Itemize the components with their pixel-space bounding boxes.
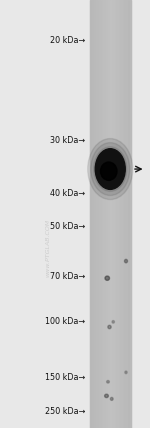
Bar — [118, 0, 120, 428]
Ellipse shape — [88, 139, 133, 199]
Bar — [116, 0, 117, 428]
Ellipse shape — [110, 397, 113, 401]
Text: 40 kDa→: 40 kDa→ — [50, 189, 86, 198]
Bar — [90, 0, 91, 428]
Bar — [103, 0, 105, 428]
Bar — [113, 0, 114, 428]
Bar — [129, 0, 130, 428]
Bar — [117, 0, 118, 428]
Bar — [125, 0, 126, 428]
Bar — [102, 0, 103, 428]
Text: 50 kDa→: 50 kDa→ — [50, 222, 86, 232]
Ellipse shape — [95, 149, 125, 190]
Ellipse shape — [107, 380, 109, 383]
Bar — [108, 0, 109, 428]
Text: 250 kDa→: 250 kDa→ — [45, 407, 86, 416]
Ellipse shape — [112, 321, 114, 323]
Ellipse shape — [100, 162, 117, 180]
Text: 70 kDa→: 70 kDa→ — [50, 271, 86, 281]
Bar — [94, 0, 95, 428]
Text: 100 kDa→: 100 kDa→ — [45, 317, 86, 327]
Ellipse shape — [124, 259, 128, 263]
Bar — [105, 0, 106, 428]
Text: 30 kDa→: 30 kDa→ — [50, 136, 86, 145]
Bar — [90, 0, 130, 428]
Bar — [110, 0, 112, 428]
Bar — [128, 0, 129, 428]
Bar — [106, 0, 108, 428]
Ellipse shape — [108, 325, 111, 329]
Text: 20 kDa→: 20 kDa→ — [50, 36, 86, 45]
Bar — [126, 0, 128, 428]
Text: 150 kDa→: 150 kDa→ — [45, 373, 86, 382]
Bar — [109, 0, 110, 428]
Ellipse shape — [125, 371, 127, 374]
Bar — [101, 0, 102, 428]
Bar — [95, 0, 97, 428]
Bar — [121, 0, 122, 428]
Bar — [114, 0, 116, 428]
Bar — [120, 0, 121, 428]
Ellipse shape — [91, 143, 130, 196]
Ellipse shape — [105, 394, 108, 398]
Bar — [91, 0, 93, 428]
Bar — [97, 0, 98, 428]
Ellipse shape — [94, 147, 127, 191]
Bar — [98, 0, 99, 428]
Bar — [122, 0, 124, 428]
Text: www.PTGLAB.COM: www.PTGLAB.COM — [45, 219, 51, 277]
Bar — [99, 0, 101, 428]
Bar — [93, 0, 94, 428]
Bar — [112, 0, 113, 428]
Bar — [124, 0, 125, 428]
Ellipse shape — [105, 276, 110, 280]
